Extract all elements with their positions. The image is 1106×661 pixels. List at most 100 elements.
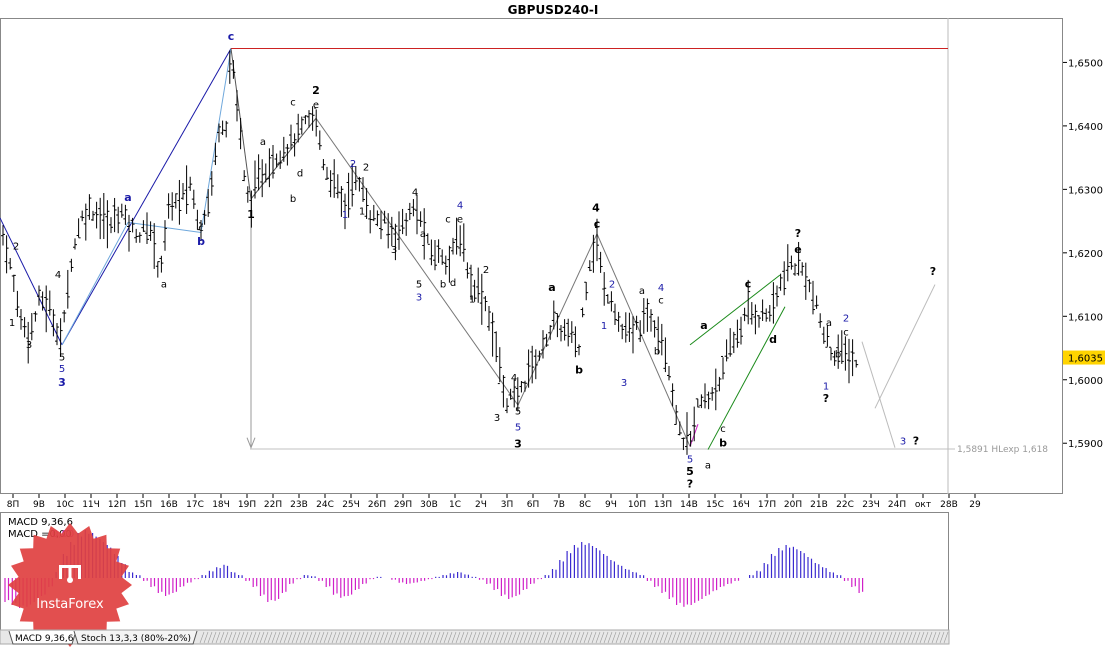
price-tick-label: 1,6400 <box>1068 122 1103 133</box>
wave-label: b <box>719 436 727 449</box>
wave-label: c <box>228 30 235 43</box>
time-tick-label: 21В <box>810 500 828 510</box>
tab-stoch-label: Stoch 13,3,3 (80%-20%) <box>81 634 191 644</box>
forecast-line <box>861 341 896 448</box>
wave-label: 3 <box>900 436 906 447</box>
time-tick-label: 30В <box>420 500 438 510</box>
hlexp-label: 1,5891 HLexp 1,618 <box>957 445 1048 455</box>
time-tick-label: 22П <box>264 500 282 510</box>
time-tick-label: 9Ч <box>605 500 617 510</box>
wave-label: 4 <box>55 270 61 281</box>
time-tick-label: 17С <box>186 500 204 510</box>
wave-label: 4 <box>412 188 418 199</box>
pane-scroll-strip <box>199 631 949 644</box>
wave-label: c <box>198 223 204 234</box>
wave-label: a <box>420 229 426 240</box>
time-tick-label: 1С <box>449 500 461 510</box>
time-tick-label: 9В <box>33 500 45 510</box>
time-tick-label: 24С <box>316 500 334 510</box>
time-tick-label: 10П <box>628 500 646 510</box>
time-tick-label: окт <box>915 500 931 510</box>
wave-label: c <box>745 278 752 291</box>
wave-label: a <box>260 137 266 148</box>
wave-label: 5 <box>515 423 521 434</box>
time-tick-label: 16Ч <box>732 500 750 510</box>
wave-label: 3 <box>391 245 397 256</box>
wave-label: ? <box>913 434 919 447</box>
wave-label: ? <box>930 265 936 278</box>
wave-label: c <box>594 217 601 230</box>
wave-label: e <box>457 214 463 225</box>
time-tick-label: 24П <box>888 500 906 510</box>
main-pane <box>0 18 1063 494</box>
time-tick-label: 29П <box>394 500 412 510</box>
wave-label: a <box>161 280 167 291</box>
wave-label: c <box>658 296 664 307</box>
wave-label: 3 <box>514 438 522 451</box>
wave-label: 2 <box>483 265 489 276</box>
time-tick-label: 23Ч <box>862 500 880 510</box>
wave-label: a <box>826 318 832 329</box>
time-tick-label: 13П <box>654 500 672 510</box>
time-tick-label: 8С <box>579 500 591 510</box>
wave-label: d <box>450 278 456 289</box>
wave-label: 5 <box>686 465 694 478</box>
time-tick-label: 3П <box>501 500 514 510</box>
wave-label: 5 <box>416 280 422 291</box>
instaforex-logo: InstaForex <box>8 523 132 647</box>
wave-label: 1 <box>342 210 348 221</box>
wave-line-gray <box>596 233 691 447</box>
wave-label: 5 <box>59 353 65 364</box>
wave-label: b <box>654 346 660 357</box>
time-axis: 8П 9В 10С 11Ч 12П 15П 16В 17С 18Ч 19П 22П 23В 24С 25Ч… <box>7 494 981 510</box>
wave-label: b <box>290 194 296 205</box>
tab-macd[interactable]: MACD 9,36,6 <box>8 630 77 645</box>
macd-value-label: MACD =0,00 <box>8 529 72 540</box>
time-tick-label: 18Ч <box>212 500 230 510</box>
wave-label: 1 <box>823 381 829 392</box>
wave-label: c <box>290 98 296 109</box>
wave-label: ? <box>795 227 801 240</box>
current-price-box <box>1063 350 1105 365</box>
price-tick-label: 1,5900 <box>1068 439 1103 450</box>
time-tick-label: 28В <box>940 500 958 510</box>
time-tick-label: 6П <box>527 500 540 510</box>
wave-label: d <box>769 333 777 346</box>
wave-label: 5 <box>59 364 65 375</box>
wave-line-blue <box>0 217 63 346</box>
wave-line-lightblue <box>61 222 129 346</box>
wave-label: 2 <box>363 162 369 173</box>
wave-label: b <box>575 363 583 376</box>
wave-label: ? <box>687 478 693 491</box>
wave-line-gray <box>315 117 519 406</box>
time-tick-label: 8П <box>7 500 20 510</box>
wave-label: 1 <box>9 318 15 329</box>
wave-line-blue <box>61 48 232 346</box>
time-tick-label: 20П <box>784 500 802 510</box>
time-tick-label: 2Ч <box>475 500 487 510</box>
wave-label: 3 <box>621 378 627 389</box>
time-tick-label: 12П <box>108 500 126 510</box>
wave-label: 5 <box>515 407 521 418</box>
wave-label: 3 <box>416 292 422 303</box>
wave-label: a <box>639 286 645 297</box>
wave-label: a <box>548 281 555 294</box>
forecast-line <box>874 284 936 409</box>
wave-label: a <box>124 191 131 204</box>
wave-label: d <box>297 169 303 180</box>
wave-label: 1 <box>359 207 365 218</box>
time-tick-label: 29 <box>969 500 981 510</box>
channel-line-upper <box>689 274 781 346</box>
wave-label: b <box>197 235 205 248</box>
tab-macd-label: MACD 9,36,6 <box>15 634 74 644</box>
macd-pane <box>0 512 949 631</box>
time-tick-label: 22С <box>836 500 854 510</box>
time-tick-label: 26П <box>368 500 386 510</box>
wave-label: 4 <box>658 283 664 294</box>
wave-label: 2 <box>13 242 19 253</box>
tab-stoch[interactable]: Stoch 13,3,3 (80%-20%) <box>73 630 198 645</box>
wave-label: 1 <box>247 208 255 221</box>
wave-label: e <box>794 243 801 256</box>
